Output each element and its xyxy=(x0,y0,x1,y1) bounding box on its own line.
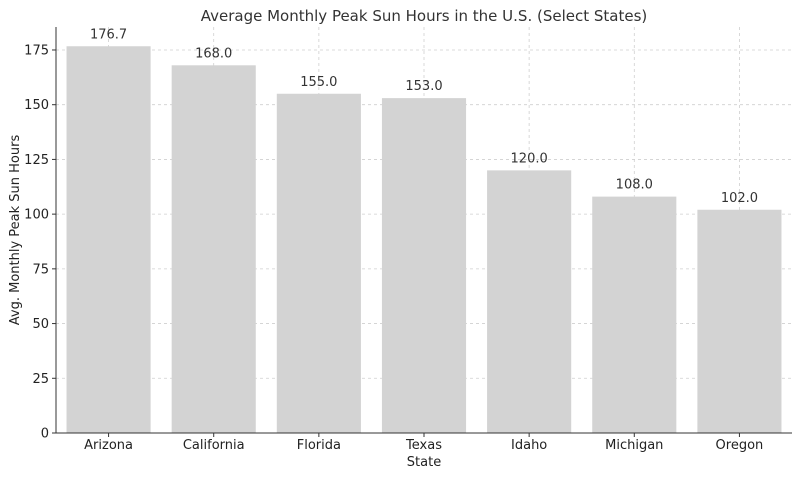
y-tick-label: 125 xyxy=(24,153,49,168)
x-tick-label-california: California xyxy=(183,438,245,453)
bar-michigan xyxy=(592,196,677,433)
axis-layer: 0 25 50 75 100 125 150 175 Arizona California Flor… xyxy=(24,27,792,453)
y-tick-label: 50 xyxy=(32,317,49,332)
y-tick-label: 150 xyxy=(24,98,49,113)
bar-florida xyxy=(276,93,361,434)
y-tick-label: 175 xyxy=(24,43,49,58)
x-tick-label-arizona: Arizona xyxy=(84,438,133,453)
x-tick-label-idaho: Idaho xyxy=(511,438,547,453)
bar-idaho xyxy=(487,170,572,433)
data-label-idaho: 120.0 xyxy=(511,151,548,166)
data-label-florida: 155.0 xyxy=(300,75,337,90)
x-axis-label: State xyxy=(407,455,441,470)
data-label-arizona: 176.7 xyxy=(90,27,127,42)
data-label-michigan: 108.0 xyxy=(616,178,653,193)
y-tick-label: 25 xyxy=(32,372,49,387)
data-label-texas: 153.0 xyxy=(405,79,442,94)
x-tick-label-michigan: Michigan xyxy=(605,438,663,453)
x-tick-label-texas: Texas xyxy=(405,438,442,453)
y-tick-label: 100 xyxy=(24,208,49,223)
bar-texas xyxy=(381,98,467,433)
data-label-oregon: 102.0 xyxy=(721,191,758,206)
y-tick-label: 0 xyxy=(41,427,49,442)
bar-layer xyxy=(66,46,782,434)
bar-arizona xyxy=(66,46,151,433)
chart-title: Average Monthly Peak Sun Hours in the U.… xyxy=(201,7,648,25)
y-axis-label: Avg. Monthly Peak Sun Hours xyxy=(8,135,23,326)
bar-california xyxy=(171,65,256,434)
x-tick-label-florida: Florida xyxy=(297,438,341,453)
data-label-layer: 176.7 168.0 155.0 153.0 120.0 108.0 102.0 xyxy=(90,27,758,205)
bar-oregon xyxy=(697,209,782,433)
data-label-california: 168.0 xyxy=(195,46,232,61)
x-tick-label-oregon: Oregon xyxy=(716,438,764,453)
y-tick-label: 75 xyxy=(32,262,49,277)
